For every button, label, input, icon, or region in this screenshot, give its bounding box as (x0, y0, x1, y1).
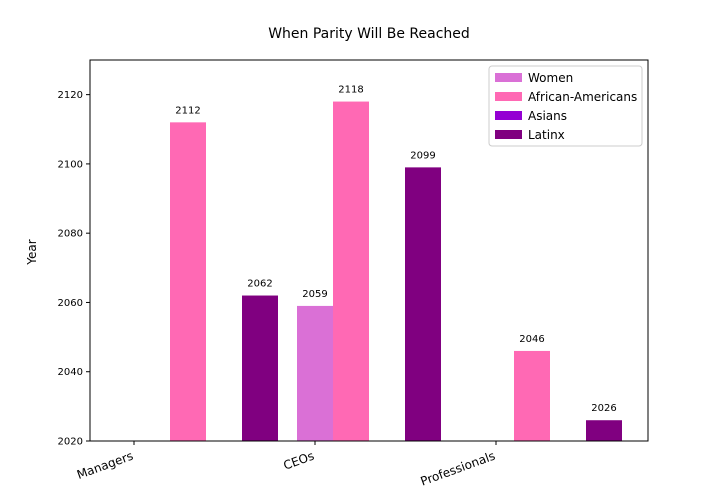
y-tick-label: 2060 (58, 298, 83, 309)
bar (242, 295, 278, 441)
bar (405, 167, 441, 441)
y-axis-label: Year (25, 239, 39, 265)
x-tick-label: CEOs (281, 449, 316, 473)
legend-label: African-Americans (528, 90, 637, 104)
legend-swatch (495, 130, 522, 139)
bar (297, 305, 333, 441)
legend-label: Latinx (528, 128, 565, 142)
data-label: 2059 (302, 289, 327, 300)
x-tick-label: Professionals (419, 449, 497, 489)
y-tick-label: 2120 (58, 90, 83, 101)
y-tick-label: 2020 (58, 437, 83, 448)
legend-box (488, 65, 643, 147)
x-tick-label: Managers (75, 449, 135, 482)
bar (514, 350, 550, 441)
bar (333, 101, 369, 442)
y-tick-label: 2080 (58, 229, 83, 240)
legend-swatch (495, 73, 522, 82)
legend-swatch (495, 111, 522, 120)
legend-swatch (495, 92, 522, 101)
y-tick-label: 2040 (58, 367, 83, 378)
legend-label: Asians (528, 109, 567, 123)
data-label: 2118 (338, 85, 363, 96)
data-label: 2099 (410, 150, 435, 161)
data-label: 2026 (591, 403, 616, 414)
plot-frame (89, 59, 649, 442)
bar (170, 122, 206, 441)
legend-label: Women (528, 71, 573, 85)
y-tick-label: 2100 (58, 159, 83, 170)
data-label: 2112 (175, 105, 200, 116)
legend: Women African-Americans Asians Latinx (488, 65, 643, 147)
chart-title: When Parity Will Be Reached (268, 26, 470, 42)
data-label: 2046 (519, 334, 544, 345)
data-label: 2062 (247, 279, 272, 290)
bar (586, 420, 622, 441)
